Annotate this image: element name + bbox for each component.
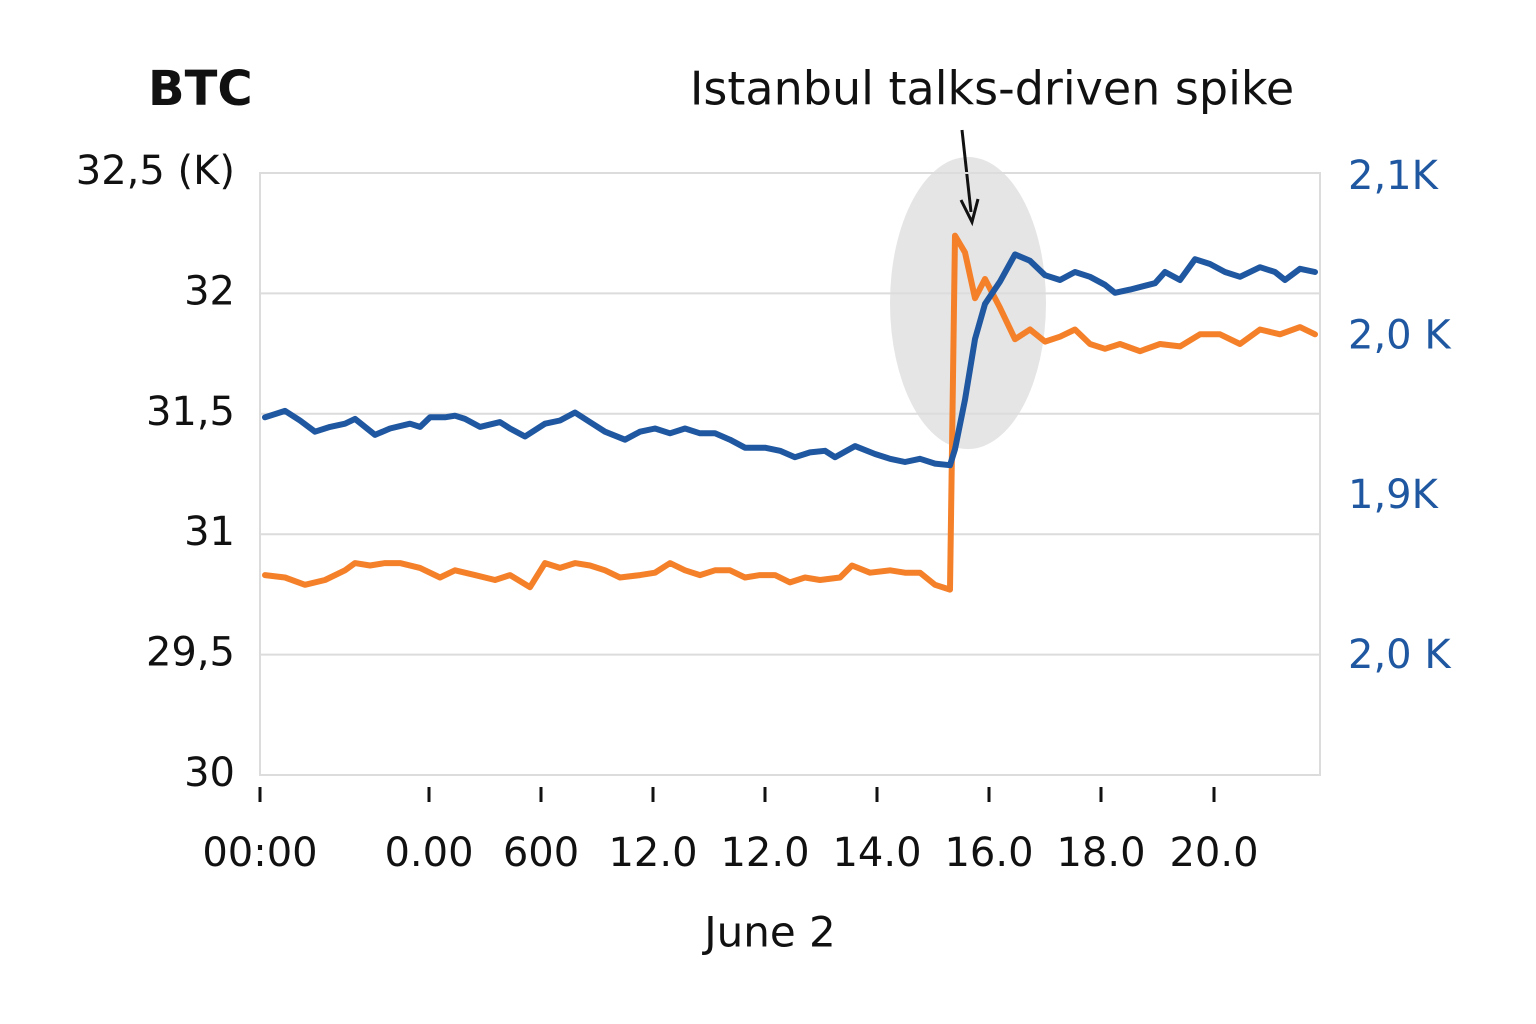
y-tick-label: 32 [184,268,235,314]
y2-tick-label: 2,0 K [1348,632,1452,678]
series-line [262,251,1318,469]
series-line [262,232,1318,593]
x-tick-label: 16.0 [944,830,1033,876]
y-tick-label: 30 [184,750,235,796]
x-tick-label: 18.0 [1056,830,1145,876]
y-tick-label: 32,5 (K) [76,148,235,194]
x-tick-label: 600 [503,830,579,876]
x-tick-label: 14.0 [832,830,921,876]
y2-tick-label: 1,9K [1348,472,1440,518]
x-tick-label: 00:00 [202,830,317,876]
x-axis-label: June 2 [701,908,836,957]
annotation: Istanbul talks-driven spike [690,62,1294,116]
x-tick-label: 0.00 [384,830,473,876]
x-tick-label: 12.0 [608,830,697,876]
chart-title: BTC [148,61,253,117]
y2-tick-label: 2,0 K [1348,312,1452,358]
y-tick-label: 31 [184,509,235,555]
y-tick-label: 31,5 [146,389,235,435]
annotation-arrow [960,129,973,213]
x-tick-label: 12.0 [720,830,809,876]
x-tick-label: 20.0 [1169,830,1258,876]
arrow-head [959,198,980,227]
highlight-ellipse [890,157,1046,449]
plot-frame [259,172,1321,776]
y-tick-label: 29,5 [146,630,235,676]
y2-tick-label: 2,1K [1348,153,1440,199]
